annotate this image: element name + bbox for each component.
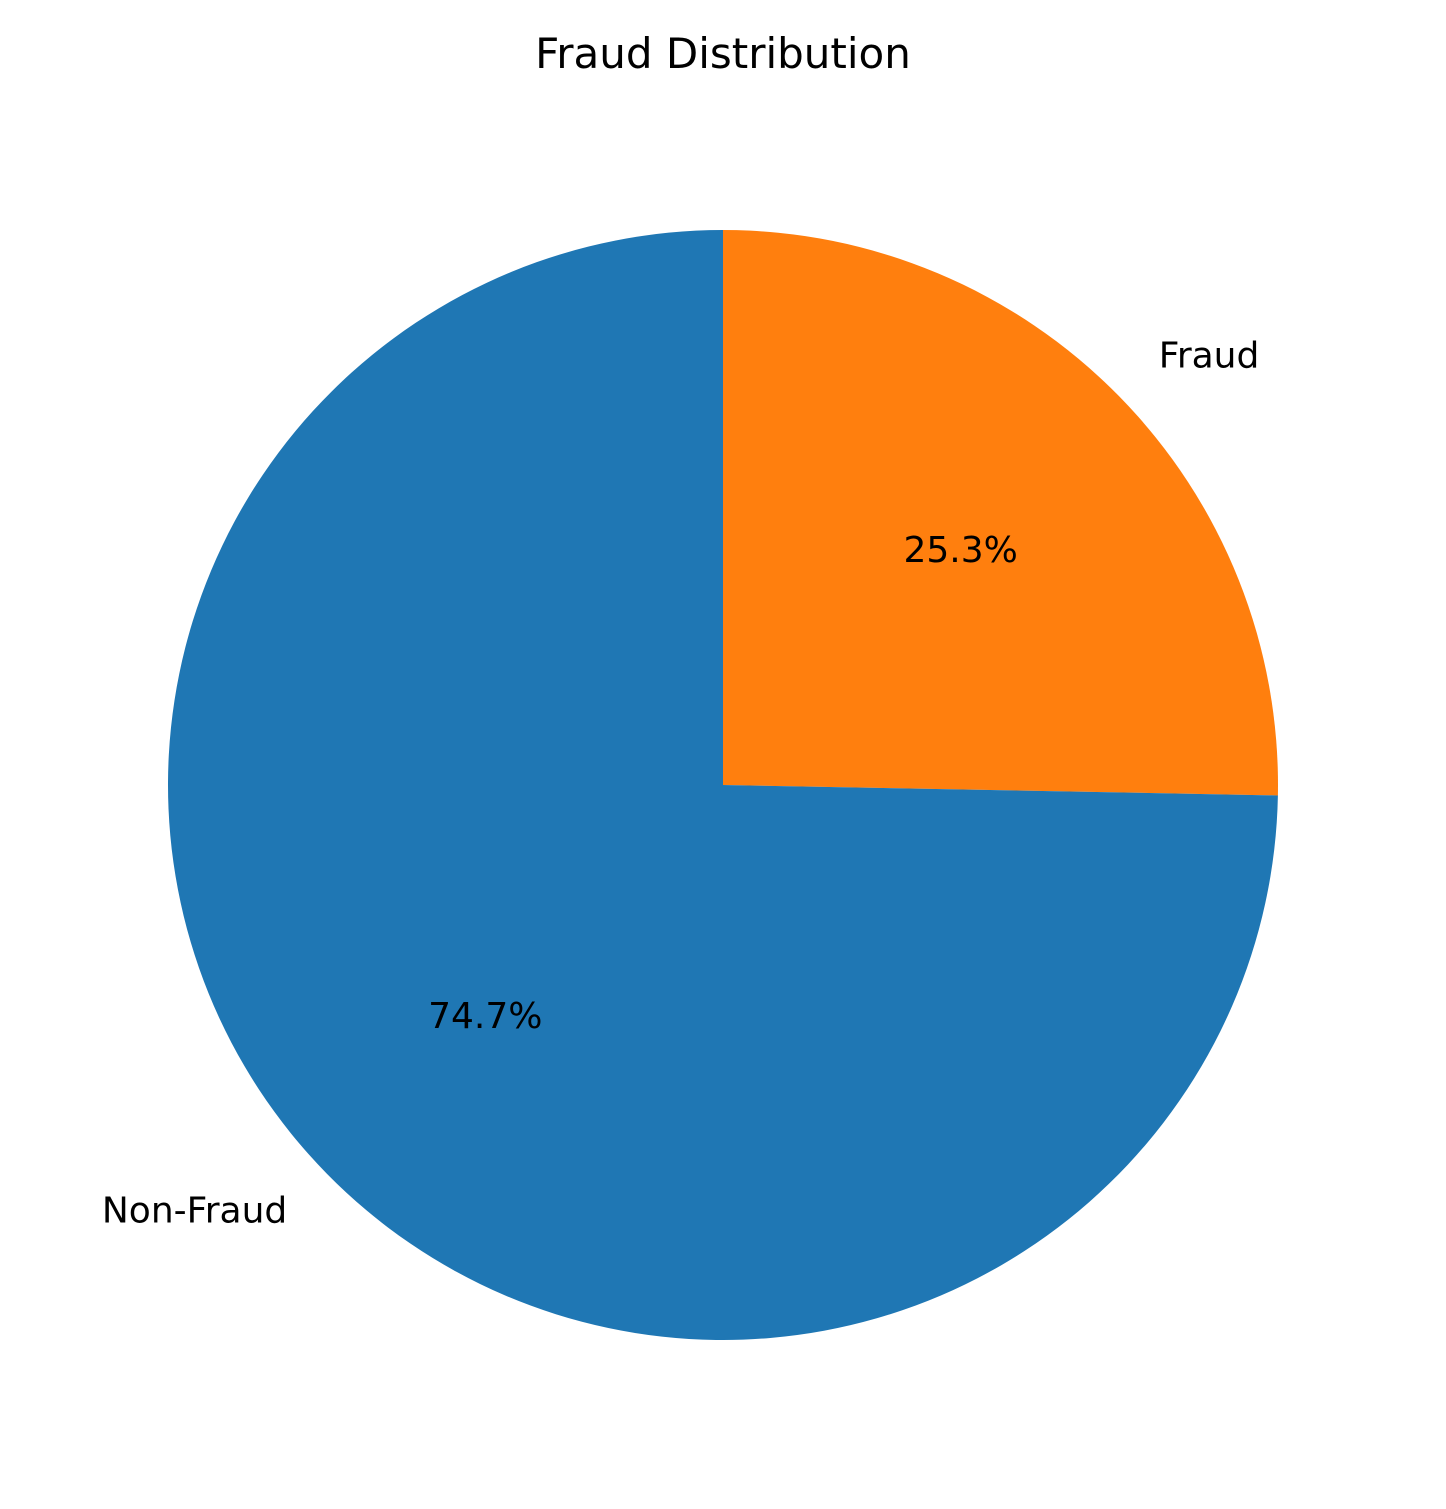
pie-slice-non-fraud xyxy=(167,230,1278,1340)
slice-percent-fraud: 25.3% xyxy=(903,530,1017,571)
chart-title: Fraud Distribution xyxy=(535,29,911,78)
slice-label-fraud: Fraud xyxy=(1159,335,1260,376)
pie-slice-fraud xyxy=(723,230,1278,796)
pie: Fraud 25.3% Non-Fraud 74.7% xyxy=(102,230,1278,1340)
slice-label-non-fraud: Non-Fraud xyxy=(102,1191,287,1232)
slice-percent-non-fraud: 74.7% xyxy=(428,996,542,1037)
